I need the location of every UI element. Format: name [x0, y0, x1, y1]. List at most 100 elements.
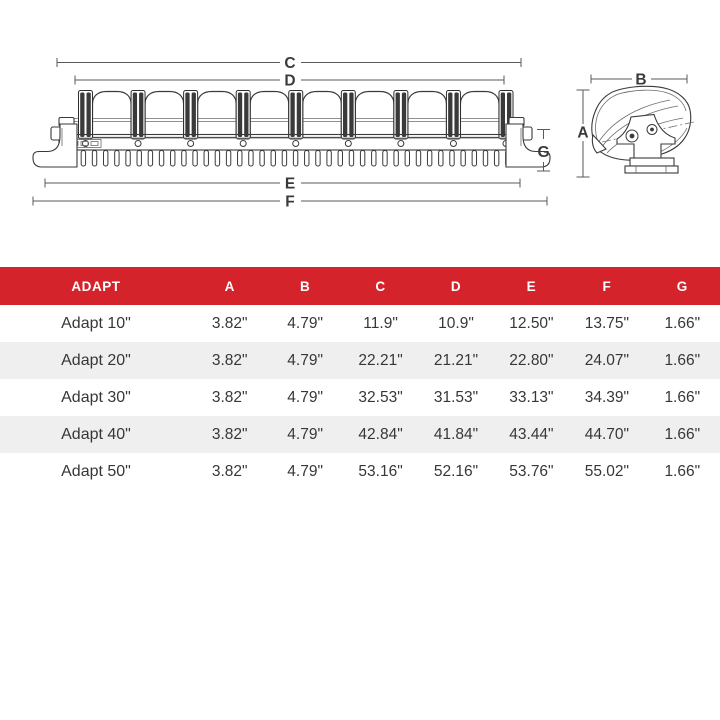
- housing-screw: [134, 140, 142, 147]
- heatsink-fin: [359, 150, 366, 167]
- cell-b: 4.79": [287, 388, 323, 406]
- row-name: Adapt 20": [61, 351, 131, 369]
- housing-screw: [239, 140, 247, 147]
- heatsink-fin: [304, 150, 310, 167]
- housing-screw: [292, 140, 300, 147]
- cell-e: 12.50": [509, 314, 554, 332]
- left-mount-bracket: [32, 116, 78, 168]
- heatsink-fin: [292, 150, 299, 167]
- cell-c: 11.9": [363, 314, 398, 332]
- heatsink-fin: [158, 150, 165, 167]
- heatsink-fin: [471, 150, 478, 167]
- lens-clip-bar: [132, 92, 138, 137]
- table-row: Adapt 20" 3.82" 4.79" 22.21" 21.21" 22.8…: [0, 342, 720, 379]
- housing-screw: [82, 140, 89, 147]
- cell-d: 52.16": [433, 462, 479, 480]
- cell-a: 3.82": [211, 462, 248, 480]
- cell-e: 43.44": [509, 425, 554, 443]
- heatsink-fin: [103, 150, 109, 167]
- header-g: G: [676, 278, 688, 294]
- dimension-line-e: E: [44, 176, 521, 193]
- lens-segment: [144, 90, 185, 139]
- dimension-line-a: A: [576, 89, 590, 178]
- side-view: B A: [576, 72, 695, 178]
- cell-c: 53.16": [358, 462, 403, 480]
- lightbar-drawing: C D: [32, 55, 695, 211]
- cell-g: 1.66": [664, 388, 701, 406]
- lens-array: [91, 90, 500, 139]
- cell-b: 4.79": [287, 314, 323, 332]
- heatsink-fin: [147, 150, 154, 167]
- cell-d: 41.84": [433, 425, 479, 443]
- heatsink-fin: [181, 150, 187, 167]
- cell-g: 1.66": [664, 351, 701, 369]
- lens-clip-bar: [237, 92, 243, 137]
- heatsink-fin: [170, 150, 176, 167]
- cell-f: 34.39": [584, 388, 629, 406]
- lens-clip-bar: [86, 92, 91, 137]
- lens-segment: [459, 90, 500, 139]
- housing-screw: [187, 140, 195, 147]
- cell-a: 3.82": [211, 314, 248, 332]
- cell-c: 42.84": [358, 425, 403, 443]
- heatsink-fin: [203, 150, 209, 167]
- dimension-line-f: F: [32, 194, 548, 211]
- heatsink-fin: [326, 150, 332, 167]
- header-c: C: [375, 278, 386, 294]
- housing-screw: [344, 140, 352, 147]
- header-f: F: [602, 278, 612, 294]
- cell-e: 22.80": [509, 351, 554, 369]
- row-name: Adapt 40": [61, 425, 131, 443]
- cell-g: 1.66": [664, 462, 701, 480]
- heatsink-fin: [270, 150, 276, 167]
- dim-c-label: C: [284, 55, 295, 72]
- lens-clip-bar: [454, 92, 459, 137]
- lens-clip-bar: [191, 92, 196, 137]
- cell-b: 4.79": [287, 462, 323, 480]
- cell-b: 4.79": [287, 425, 323, 443]
- dim-g-label: G: [537, 144, 549, 161]
- cell-a: 3.82": [211, 425, 248, 443]
- heatsink-fin: [460, 150, 466, 167]
- dim-a-label: A: [577, 125, 588, 142]
- lens-clip-bar: [185, 92, 190, 137]
- header-b: B: [299, 278, 311, 294]
- cell-d: 31.53": [433, 388, 479, 406]
- heatsink-fin: [225, 150, 232, 167]
- heatsink-fin: [192, 150, 198, 167]
- heatsink-fin: [404, 150, 411, 167]
- heatsink-fin: [415, 150, 422, 167]
- lens-clip-bar: [296, 92, 302, 137]
- dim-e-label: E: [285, 176, 295, 193]
- lens-clip-bar: [343, 92, 348, 137]
- heatsink-fin: [449, 150, 455, 167]
- heatsink-fin: [337, 150, 343, 167]
- header-e: E: [526, 278, 537, 294]
- heatsink-fin: [80, 150, 87, 167]
- cell-a: 3.82": [211, 351, 248, 369]
- table-row: Adapt 50" 3.82" 4.79" 53.16" 52.16" 53.7…: [0, 453, 720, 490]
- cell-f: 55.02": [584, 462, 629, 480]
- table-header-row: ADAPT A B C D E F G: [0, 267, 720, 305]
- side-bracket: [616, 113, 679, 174]
- cell-c: 22.21": [358, 351, 403, 369]
- lens-clip-bar: [139, 92, 144, 137]
- dim-f-label: F: [285, 194, 294, 211]
- lens-segment: [249, 90, 290, 139]
- row-name: Adapt 10": [61, 314, 131, 332]
- header-d: D: [450, 278, 462, 294]
- cell-e: 33.13": [509, 388, 554, 406]
- housing-screw: [397, 140, 405, 147]
- cell-g: 1.66": [664, 425, 701, 443]
- cell-f: 44.70": [584, 425, 629, 443]
- cell-a: 3.82": [211, 388, 248, 406]
- cell-f: 13.75": [584, 314, 629, 332]
- lens-clip-bar: [395, 92, 400, 137]
- cell-e: 53.76": [509, 462, 554, 480]
- heatsink-fin: [281, 150, 288, 167]
- heatsink-fin: [382, 150, 388, 167]
- housing-screw: [449, 140, 457, 147]
- row-name: Adapt 50": [61, 462, 131, 480]
- heatsink-fin: [493, 150, 500, 167]
- clip-array: [78, 90, 514, 147]
